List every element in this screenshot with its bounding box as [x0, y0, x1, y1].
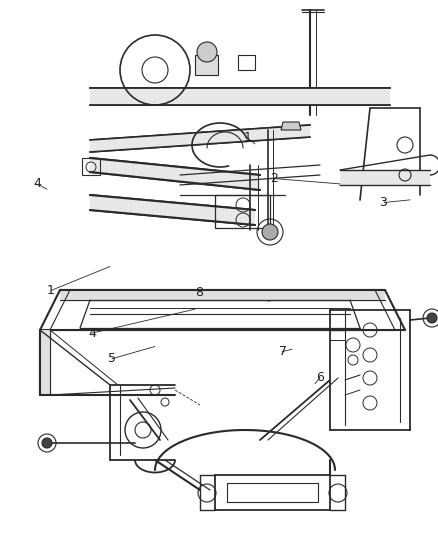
- Polygon shape: [90, 195, 255, 225]
- Text: 1: 1: [244, 131, 251, 144]
- Polygon shape: [195, 55, 218, 75]
- Circle shape: [42, 438, 52, 448]
- Text: 3: 3: [379, 196, 387, 209]
- Text: 8: 8: [195, 286, 203, 298]
- Text: 5: 5: [108, 352, 116, 365]
- Text: 4: 4: [33, 177, 41, 190]
- Text: 2: 2: [270, 172, 278, 185]
- Polygon shape: [90, 125, 310, 152]
- Polygon shape: [281, 122, 301, 130]
- Polygon shape: [60, 290, 385, 300]
- Polygon shape: [40, 330, 50, 395]
- Polygon shape: [90, 88, 390, 105]
- Text: 7: 7: [279, 345, 286, 358]
- Text: 1: 1: [46, 284, 54, 297]
- Circle shape: [197, 42, 217, 62]
- Text: 4: 4: [88, 327, 96, 340]
- Polygon shape: [340, 170, 430, 185]
- Circle shape: [427, 313, 437, 323]
- Text: 6: 6: [316, 371, 324, 384]
- Circle shape: [262, 224, 278, 240]
- Polygon shape: [90, 158, 260, 190]
